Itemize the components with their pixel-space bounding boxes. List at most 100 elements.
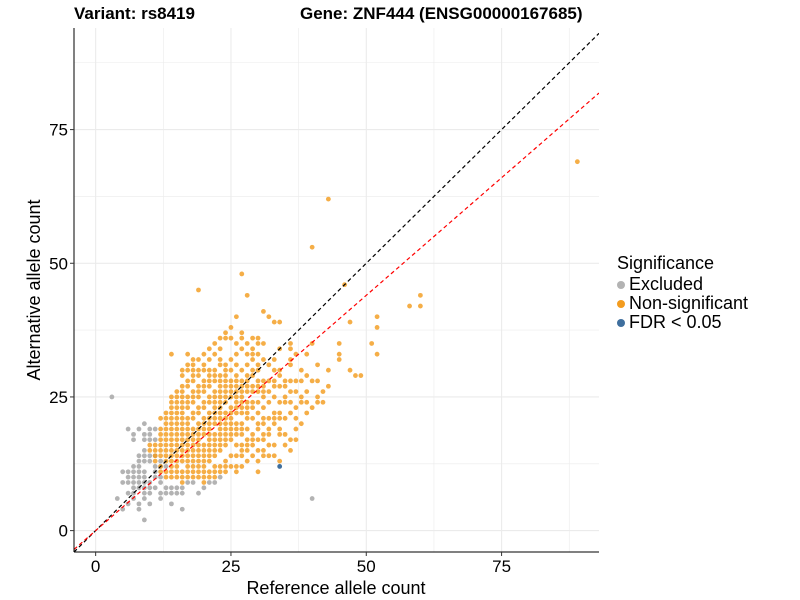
point-nonsignificant bbox=[293, 405, 299, 411]
point-nonsignificant bbox=[271, 421, 277, 427]
point-nonsignificant bbox=[271, 319, 277, 325]
point-nonsignificant bbox=[152, 458, 158, 464]
point-nonsignificant bbox=[304, 373, 310, 378]
point-nonsignificant bbox=[233, 453, 239, 459]
point-excluded bbox=[152, 485, 158, 491]
point-nonsignificant bbox=[250, 346, 256, 352]
point-nonsignificant bbox=[228, 367, 234, 373]
point-excluded bbox=[147, 480, 153, 485]
point-nonsignificant bbox=[271, 378, 277, 384]
point-nonsignificant bbox=[174, 426, 180, 432]
point-nonsignificant bbox=[233, 378, 239, 384]
point-nonsignificant bbox=[288, 378, 293, 384]
point-nonsignificant bbox=[288, 341, 293, 346]
point-nonsignificant bbox=[298, 367, 304, 373]
point-nonsignificant bbox=[336, 357, 342, 362]
point-nonsignificant bbox=[147, 442, 153, 448]
point-nonsignificant bbox=[196, 367, 201, 373]
point-nonsignificant bbox=[212, 351, 218, 357]
point-nonsignificant bbox=[217, 415, 223, 421]
point-nonsignificant bbox=[190, 389, 196, 394]
point-nonsignificant bbox=[282, 394, 288, 400]
point-nonsignificant bbox=[266, 389, 272, 394]
point-nonsignificant bbox=[293, 378, 299, 384]
point-nonsignificant bbox=[169, 437, 174, 443]
point-nonsignificant bbox=[288, 362, 293, 368]
point-excluded bbox=[141, 453, 147, 459]
point-nonsignificant bbox=[320, 399, 326, 405]
point-nonsignificant bbox=[196, 394, 201, 400]
point-nonsignificant bbox=[206, 378, 212, 384]
point-nonsignificant bbox=[288, 346, 293, 352]
point-nonsignificant bbox=[217, 399, 223, 405]
point-nonsignificant bbox=[185, 399, 191, 405]
point-excluded bbox=[125, 480, 131, 485]
point-excluded bbox=[136, 464, 142, 469]
point-nonsignificant bbox=[174, 415, 180, 421]
point-excluded bbox=[147, 431, 153, 437]
point-nonsignificant bbox=[304, 410, 310, 416]
y-tick-label: 75 bbox=[49, 121, 68, 140]
point-nonsignificant bbox=[325, 196, 331, 202]
point-nonsignificant bbox=[190, 448, 196, 453]
point-nonsignificant bbox=[196, 442, 201, 448]
point-nonsignificant bbox=[250, 367, 256, 373]
point-nonsignificant bbox=[217, 362, 223, 368]
point-nonsignificant bbox=[417, 292, 423, 298]
point-nonsignificant bbox=[250, 431, 256, 437]
point-excluded bbox=[131, 437, 136, 443]
point-nonsignificant bbox=[255, 410, 261, 416]
point-excluded bbox=[125, 474, 131, 480]
point-nonsignificant bbox=[266, 399, 272, 405]
y-tick-label: 25 bbox=[49, 388, 68, 407]
point-nonsignificant bbox=[179, 405, 185, 411]
point-excluded bbox=[174, 485, 180, 491]
legend-title: Significance bbox=[617, 253, 715, 273]
point-excluded bbox=[163, 485, 169, 491]
point-nonsignificant bbox=[196, 410, 201, 416]
point-excluded bbox=[190, 480, 196, 485]
point-excluded bbox=[169, 501, 174, 507]
point-nonsignificant bbox=[212, 448, 218, 453]
point-excluded bbox=[169, 490, 174, 496]
point-nonsignificant bbox=[223, 426, 228, 432]
point-nonsignificant bbox=[174, 394, 180, 400]
point-nonsignificant bbox=[233, 469, 239, 475]
point-nonsignificant bbox=[228, 453, 234, 459]
point-nonsignificant bbox=[298, 378, 304, 384]
point-excluded bbox=[136, 501, 142, 507]
point-nonsignificant bbox=[185, 394, 191, 400]
point-nonsignificant bbox=[250, 351, 256, 357]
point-nonsignificant bbox=[185, 469, 191, 475]
point-nonsignificant bbox=[169, 474, 174, 480]
point-nonsignificant bbox=[169, 421, 174, 427]
point-excluded bbox=[131, 431, 136, 437]
point-nonsignificant bbox=[185, 383, 191, 389]
point-nonsignificant bbox=[309, 405, 315, 411]
point-nonsignificant bbox=[244, 410, 250, 416]
x-tick-label: 0 bbox=[91, 557, 100, 576]
point-nonsignificant bbox=[201, 469, 207, 475]
point-nonsignificant bbox=[169, 415, 174, 421]
point-nonsignificant bbox=[169, 405, 174, 411]
point-nonsignificant bbox=[244, 351, 250, 357]
point-nonsignificant bbox=[239, 335, 245, 341]
point-nonsignificant bbox=[196, 357, 201, 362]
point-nonsignificant bbox=[217, 335, 223, 341]
point-nonsignificant bbox=[179, 437, 185, 443]
point-excluded bbox=[141, 458, 147, 464]
point-nonsignificant bbox=[206, 399, 212, 405]
legend-excluded-dot bbox=[617, 280, 625, 289]
point-nonsignificant bbox=[320, 389, 326, 394]
point-nonsignificant bbox=[169, 399, 174, 405]
point-nonsignificant bbox=[261, 383, 266, 389]
point-nonsignificant bbox=[152, 453, 158, 459]
point-nonsignificant bbox=[255, 458, 261, 464]
point-excluded bbox=[141, 469, 147, 475]
point-nonsignificant bbox=[347, 319, 353, 325]
point-nonsignificant bbox=[261, 389, 266, 394]
point-excluded bbox=[158, 496, 163, 501]
point-nonsignificant bbox=[255, 399, 261, 405]
point-nonsignificant bbox=[244, 448, 250, 453]
point-nonsignificant bbox=[266, 426, 272, 432]
